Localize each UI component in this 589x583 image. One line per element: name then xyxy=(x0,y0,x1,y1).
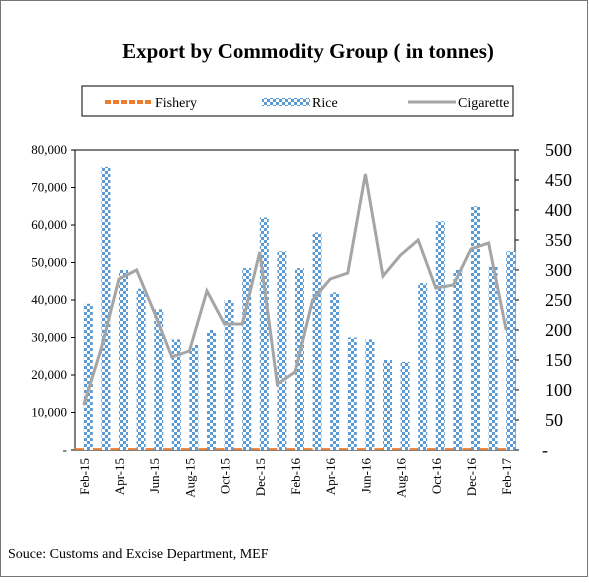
y2-tick-label: 350 xyxy=(545,230,572,250)
y2-tick-label: 450 xyxy=(545,170,572,190)
x-tick-label: Aug-16 xyxy=(394,458,409,498)
y-tick-label: 70,000 xyxy=(31,180,67,195)
y2-tick-label: 250 xyxy=(545,290,572,310)
bar xyxy=(488,266,498,450)
chart-title: Export by Commodity Group ( in tonnes) xyxy=(122,39,494,63)
bar xyxy=(242,268,252,450)
x-tick-label: Feb-16 xyxy=(288,458,303,495)
bar xyxy=(233,448,243,450)
bar xyxy=(479,448,489,450)
bar xyxy=(444,448,454,450)
bar xyxy=(189,345,199,450)
x-tick-label: Oct-16 xyxy=(429,458,444,495)
y2-tick-label: 150 xyxy=(545,350,572,370)
y-tick-label: 80,000 xyxy=(31,142,67,157)
bar xyxy=(347,337,357,450)
x-tick-label: Jun-15 xyxy=(147,458,162,493)
bar xyxy=(497,448,507,450)
bar xyxy=(383,360,392,450)
x-tick-label: Jun-16 xyxy=(358,458,373,494)
x-tick-label: Apr-16 xyxy=(323,458,338,496)
bar xyxy=(154,309,164,450)
legend-swatch xyxy=(262,98,310,106)
legend-label: Cigarette xyxy=(458,96,509,111)
bar xyxy=(374,448,383,450)
bar xyxy=(506,251,516,450)
bar xyxy=(312,232,322,450)
y-tick-label: 50,000 xyxy=(31,255,67,270)
bar xyxy=(215,448,225,450)
bar xyxy=(330,292,340,450)
bar xyxy=(198,448,207,450)
y2-tick-label: 400 xyxy=(545,200,572,220)
bar xyxy=(365,339,375,450)
bar xyxy=(224,300,234,450)
x-tick-label: Feb-17 xyxy=(499,458,514,495)
bar xyxy=(207,330,216,450)
x-tick-label: Aug-15 xyxy=(182,458,197,498)
bar xyxy=(180,448,190,450)
x-tick-label: Dec-16 xyxy=(464,458,479,497)
bar xyxy=(338,448,348,450)
bar xyxy=(303,448,313,450)
x-tick-label: Oct-15 xyxy=(218,458,233,494)
bar xyxy=(471,206,480,450)
bar xyxy=(435,221,445,450)
y-tick-label: 30,000 xyxy=(31,330,67,345)
y2-tick-label: 200 xyxy=(545,320,572,340)
y2-tick-label: 300 xyxy=(545,260,572,280)
source: Souce: Customs and Excise Department, ME… xyxy=(8,547,269,562)
x-tick-label: Apr-15 xyxy=(112,458,127,495)
bar xyxy=(101,166,111,450)
bar xyxy=(162,448,172,450)
bar xyxy=(462,448,471,450)
line xyxy=(82,173,508,406)
bar xyxy=(127,448,137,450)
bar xyxy=(74,448,84,450)
bar xyxy=(426,448,436,450)
bar xyxy=(356,448,366,450)
bar xyxy=(400,361,410,450)
bar xyxy=(136,288,146,450)
y-tick-label: - xyxy=(63,442,67,457)
bar xyxy=(250,448,260,450)
bar xyxy=(418,283,428,450)
bar xyxy=(409,448,419,450)
bar xyxy=(277,251,287,450)
y2-tick-label: - xyxy=(542,440,548,460)
bar xyxy=(171,339,181,450)
bar xyxy=(259,217,269,450)
y2-tick-label: 100 xyxy=(545,380,572,400)
y2-tick-label: 500 xyxy=(545,140,572,160)
y-tick-label: 60,000 xyxy=(31,217,67,232)
bar xyxy=(92,448,102,450)
y-tick-label: 10,000 xyxy=(31,405,67,420)
x-tick-label: Feb-15 xyxy=(77,458,92,495)
y2-tick-label: 50 xyxy=(545,410,563,430)
bar xyxy=(391,448,401,450)
bar xyxy=(83,303,93,450)
legend-label: Fishery xyxy=(155,96,197,111)
bar xyxy=(321,448,331,450)
x-tick-label: Dec-15 xyxy=(253,458,268,496)
bar xyxy=(145,448,155,450)
y-tick-label: 20,000 xyxy=(31,367,67,382)
bar xyxy=(110,448,119,450)
legend-label: Rice xyxy=(312,96,338,111)
bar xyxy=(268,448,278,450)
y-tick-label: 40,000 xyxy=(31,292,67,307)
bar xyxy=(119,270,128,450)
bar xyxy=(453,270,463,450)
bar xyxy=(286,448,295,450)
